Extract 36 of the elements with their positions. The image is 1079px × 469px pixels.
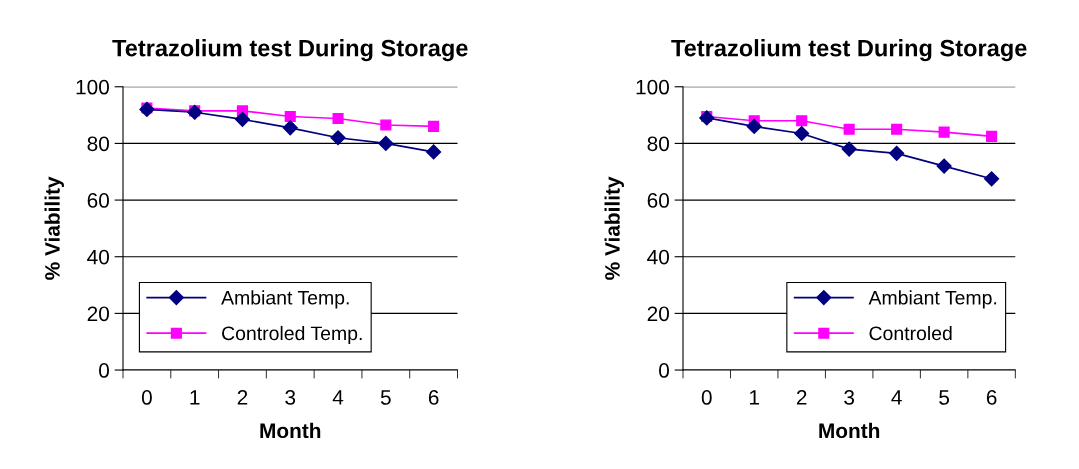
x-tick-label: 3 bbox=[844, 390, 855, 405]
y-tick-label: 40 bbox=[87, 249, 109, 265]
y-tick-label: 60 bbox=[647, 193, 669, 208]
x-tick-label: 2 bbox=[237, 390, 248, 405]
y-axis-title: % Viability bbox=[44, 176, 64, 280]
x-tick-label: 5 bbox=[380, 390, 391, 405]
x-tick-label: 1 bbox=[190, 390, 200, 405]
y-tick-label: 100 bbox=[636, 79, 669, 95]
x-tick-label: 6 bbox=[428, 390, 439, 405]
x-tick-label: 4 bbox=[332, 390, 344, 405]
y-tick-label: 80 bbox=[87, 136, 109, 152]
y-tick-label: 60 bbox=[87, 193, 109, 208]
y-tick-label: 40 bbox=[647, 249, 669, 265]
legend-label: Ambiant Temp. bbox=[221, 290, 349, 309]
chart-title: Tetrazolium test During Storage bbox=[112, 39, 468, 62]
legend-label: Ambiant Temp. bbox=[868, 290, 997, 309]
x-tick-label: 5 bbox=[939, 390, 950, 405]
x-tick-label: 2 bbox=[796, 390, 807, 405]
y-tick-label: 0 bbox=[659, 363, 669, 378]
x-tick-label: 3 bbox=[285, 390, 296, 405]
y-tick-label: 20 bbox=[647, 306, 669, 322]
y-tick-label: 100 bbox=[76, 79, 109, 95]
x-tick-label: 0 bbox=[141, 390, 152, 405]
x-axis-title: Month bbox=[819, 422, 880, 439]
y-tick-label: 80 bbox=[647, 136, 669, 152]
legend-label: Controled bbox=[869, 325, 952, 341]
chart-title: Tetrazolium test During Storage bbox=[671, 39, 1027, 62]
x-tick-label: 6 bbox=[986, 390, 997, 405]
y-tick-label: 0 bbox=[99, 363, 109, 378]
legend-label: Controled Temp. bbox=[222, 325, 362, 345]
x-tick-label: 0 bbox=[701, 390, 712, 405]
y-tick-label: 20 bbox=[87, 306, 109, 322]
x-tick-label: 1 bbox=[750, 390, 759, 405]
x-tick-label: 4 bbox=[891, 390, 902, 405]
y-axis-title: % Viability bbox=[604, 176, 624, 280]
x-axis-title: Month bbox=[260, 422, 321, 439]
